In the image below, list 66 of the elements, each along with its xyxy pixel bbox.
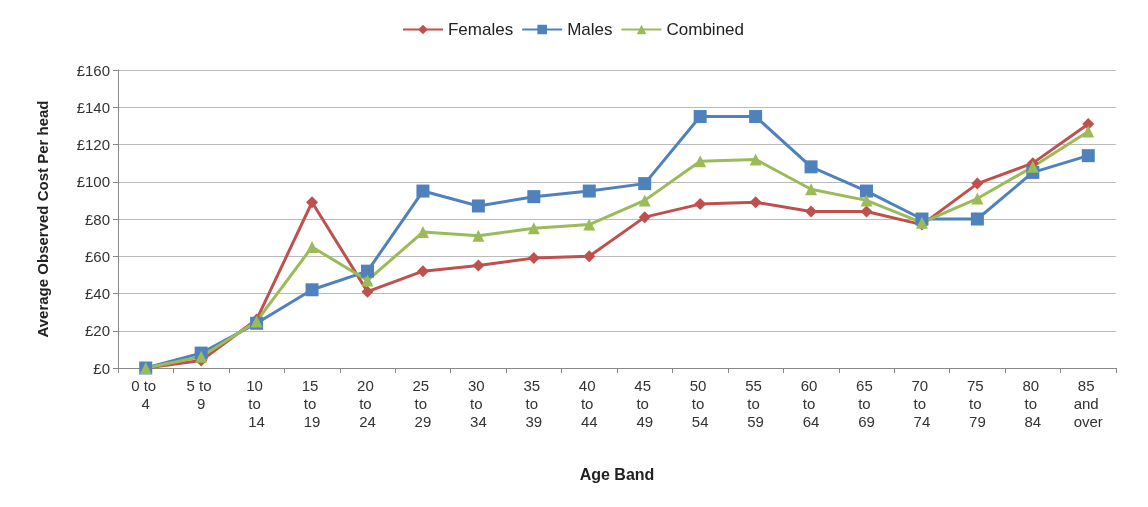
point (860, 184, 873, 198)
x-tick-label: 0 to 4 (131, 376, 161, 412)
y-tick-label: £160 (76, 61, 110, 79)
x-tick-label: 85 and over (1073, 376, 1103, 430)
point (306, 240, 319, 253)
point (527, 190, 541, 204)
x-tick-label: 15 to 19 (301, 376, 323, 430)
y-tick-label: £120 (76, 136, 110, 153)
point (582, 184, 596, 198)
x-tick-label: 30 to 34 (467, 376, 489, 430)
x-tick-label: 35 to 39 (523, 376, 545, 430)
x-tick-label: 65 to 69 (856, 376, 877, 430)
point (638, 177, 652, 191)
point (804, 160, 818, 174)
point (527, 252, 540, 265)
x-tick-label: 40 to 44 (578, 376, 600, 430)
point (749, 110, 763, 124)
x-tick-label: 70 to 74 (911, 376, 933, 430)
point (583, 218, 596, 231)
point (306, 196, 319, 209)
legend-label: Combined (666, 20, 745, 39)
y-axis-title: Average Observed Cost Per head (34, 100, 51, 338)
x-tick-label: 45 to 49 (634, 376, 656, 430)
y-tick-label: £40 (84, 285, 110, 302)
x-tick-label: 20 to 24 (357, 376, 378, 430)
point (305, 283, 319, 297)
point (694, 155, 707, 168)
point (638, 194, 651, 207)
x-tick-label: 80 to 84 (1022, 376, 1044, 430)
legend-label: Females (447, 20, 514, 39)
y-tick-label: £100 (76, 173, 110, 191)
x-tick-label: 75 to 79 (966, 376, 988, 430)
point (1082, 125, 1095, 138)
point (1081, 149, 1095, 163)
point (805, 183, 818, 196)
point (416, 184, 430, 198)
x-tick-label: 25 to 29 (412, 376, 434, 430)
point (860, 194, 873, 207)
point (472, 229, 485, 242)
point (361, 285, 374, 298)
point (638, 211, 651, 224)
point (472, 259, 485, 272)
point (693, 110, 707, 124)
point (749, 153, 762, 166)
y-tick-label: £20 (84, 322, 110, 340)
point (361, 264, 374, 278)
point (527, 222, 540, 235)
x-tick-label: 55 to 59 (745, 376, 767, 430)
x-axis-title: Age Band (579, 465, 655, 483)
point (416, 265, 429, 278)
point (471, 199, 485, 213)
x-tick-label: 60 to 64 (800, 376, 822, 430)
x-tick-label: 5 to 9 (186, 376, 216, 412)
y-tick-label: £60 (84, 247, 110, 265)
point (971, 192, 984, 205)
y-tick-label: £140 (76, 98, 110, 116)
y-tick-label: £80 (84, 210, 110, 228)
y-tick-label: £0 (93, 359, 110, 377)
point (583, 250, 596, 263)
point (195, 350, 208, 363)
point (971, 177, 984, 190)
legend-label: Males (567, 20, 613, 39)
point (970, 212, 984, 226)
x-tick-label: 50 to 54 (689, 376, 711, 430)
point (361, 274, 374, 287)
x-tick-label: 10 to 14 (246, 376, 268, 430)
